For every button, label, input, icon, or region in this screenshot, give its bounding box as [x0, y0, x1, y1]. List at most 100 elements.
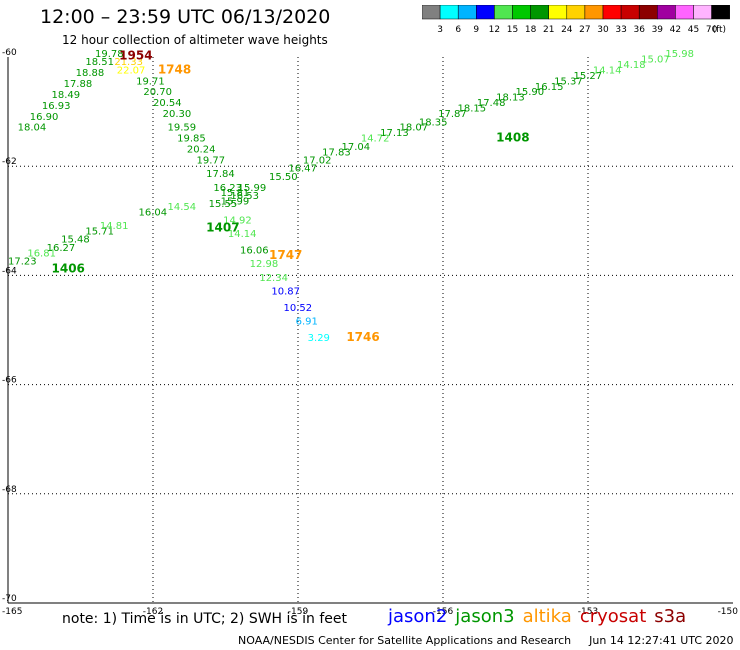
wave-height-value: 18.13 [496, 93, 525, 104]
wave-height-value: 21.33 [114, 57, 143, 68]
wave-height-value: 15.50 [269, 172, 298, 183]
wave-height-value: 14.72 [361, 134, 390, 145]
colorbar-tick-label: 30 [597, 25, 609, 35]
latitude-label: -60 [2, 48, 17, 58]
wave-height-value: 6.91 [296, 317, 318, 328]
wave-height-value: 18.88 [76, 68, 105, 79]
colorbar-tick-label: 42 [670, 25, 681, 35]
colorbar-tick-label: 12 [489, 25, 500, 35]
colorbar-tick-label: 6 [455, 25, 461, 35]
wave-height-value: 12.98 [250, 259, 279, 270]
pass-time-label: 1407 [206, 221, 239, 235]
wave-height-value: 14.92 [223, 216, 252, 227]
wave-height-value: 18.35 [419, 117, 448, 128]
wave-height-value: 16.53 [230, 191, 259, 202]
wave-height-value: 22.07 [117, 65, 146, 76]
wave-height-value: 17.13 [380, 128, 409, 139]
colorbar-tick-label: 39 [652, 25, 664, 35]
wave-height-value: 17.04 [342, 142, 371, 153]
colorbar-tick-label: 36 [633, 25, 645, 35]
longitude-label: -165 [2, 607, 22, 617]
wave-height-value: 14.18 [617, 60, 646, 71]
satellite-label-jason2: jason2 [388, 606, 448, 627]
wave-height-value: 14.81 [100, 221, 129, 232]
wave-height-value: 16.27 [47, 243, 76, 254]
wave-height-value: 17.84 [206, 169, 235, 180]
wave-height-value: 18.51 [85, 57, 114, 68]
pass-time-label: 1954 [119, 49, 152, 63]
wave-height-value: 15.71 [85, 226, 114, 237]
wave-height-value: 17.02 [303, 155, 332, 166]
colorbar-tick-label: 45 [688, 25, 699, 35]
pass-time-label: 1406 [52, 262, 85, 276]
longitude-label: -156 [433, 607, 454, 617]
wave-height-value: 19.85 [177, 134, 206, 145]
credit-line: NOAA/NESDIS Center for Satellite Applica… [238, 634, 734, 647]
wave-height-value: 15.48 [61, 235, 90, 246]
satellite-legend: jason2 jason3 altika cryosat s3a [388, 606, 694, 627]
wave-height-value: 17.87 [438, 109, 467, 120]
wave-height-value: 19.71 [136, 76, 165, 87]
pass-time-label: 1746 [346, 330, 379, 344]
colorbar-tick-label: 33 [615, 25, 626, 35]
wave-height-value: 14.14 [593, 65, 622, 76]
colorbar-tick-label: 24 [561, 25, 573, 35]
pass-time-label: 1747 [269, 248, 302, 262]
wave-height-value: 18.04 [18, 123, 47, 134]
wave-height-value: 19.78 [95, 49, 124, 60]
wave-height-value: 15.55 [209, 199, 238, 210]
timestamp: Jun 14 12:27:41 UTC 2020 [589, 634, 734, 647]
wave-height-value: 17.23 [8, 256, 37, 267]
longitude-label: -159 [288, 607, 309, 617]
wave-height-value: 15.99 [238, 183, 267, 194]
longitude-label: -153 [578, 607, 598, 617]
wave-height-value: 15.81 [221, 188, 250, 199]
satellite-label-jason3: jason3 [455, 606, 515, 627]
pass-time-label: 1748 [158, 62, 191, 76]
colorbar-tick-label: 15 [507, 25, 518, 35]
wave-height-value: 15.98 [665, 49, 694, 60]
colorbar-swatch [711, 5, 730, 20]
latitude-label: -64 [2, 266, 17, 276]
map-subtitle: 12 hour collection of altimeter wave hei… [62, 33, 328, 47]
colorbar-tick-label: 70 [706, 25, 718, 35]
wave-height-value: 18.07 [400, 123, 429, 134]
wave-height-value: 20.24 [187, 145, 216, 156]
wave-height-value: 17.88 [64, 79, 93, 90]
wave-height-value: 20.30 [163, 109, 192, 120]
wave-height-value: 20.54 [153, 98, 182, 109]
wave-height-value: 14.14 [228, 229, 257, 240]
longitude-label: -150 [718, 607, 739, 617]
colorbar-tick-label: 3 [437, 25, 443, 35]
colorbar-tick-label: 18 [525, 25, 537, 35]
wave-height-value: 16.47 [288, 164, 317, 175]
satellite-label-cryosat: cryosat [579, 606, 647, 627]
wave-height-value: 3.29 [308, 333, 330, 344]
latitude-label: -66 [2, 376, 17, 386]
wave-height-value: 18.15 [458, 104, 487, 115]
colorbar-tick-label: 27 [579, 25, 590, 35]
wave-height-value: 16.06 [240, 246, 269, 257]
wave-height-value: 10.87 [271, 287, 300, 298]
pass-time-label: 1408 [496, 131, 529, 145]
wave-height-value: 19.59 [168, 123, 197, 134]
wave-height-value: 15.90 [516, 87, 545, 98]
wave-height-value: 18.49 [52, 90, 81, 101]
wave-height-value: 15.27 [574, 71, 603, 82]
map-title: 12:00 – 23:59 UTC 06/13/2020 [40, 6, 331, 28]
latitude-label: -62 [2, 157, 17, 167]
wave-height-value: 19.77 [197, 155, 226, 166]
wave-height-value: 16.93 [42, 101, 71, 112]
colorbar-tick-label: 9 [473, 25, 479, 35]
wave-height-value: 17.83 [322, 147, 351, 158]
wave-height-value: 15.37 [554, 76, 583, 87]
latitude-label: -70 [2, 594, 17, 604]
wave-height-value: 14.54 [168, 202, 197, 213]
wave-height-value: 16.04 [139, 207, 168, 218]
wave-height-value: 17.48 [477, 98, 506, 109]
wave-height-value: 15.07 [641, 54, 670, 65]
credit-text: NOAA/NESDIS Center for Satellite Applica… [238, 634, 572, 647]
colorbar-unit-label: (ft) [712, 25, 726, 35]
footer-note: note: 1) Time is in UTC; 2) SWH is in fe… [62, 611, 348, 627]
